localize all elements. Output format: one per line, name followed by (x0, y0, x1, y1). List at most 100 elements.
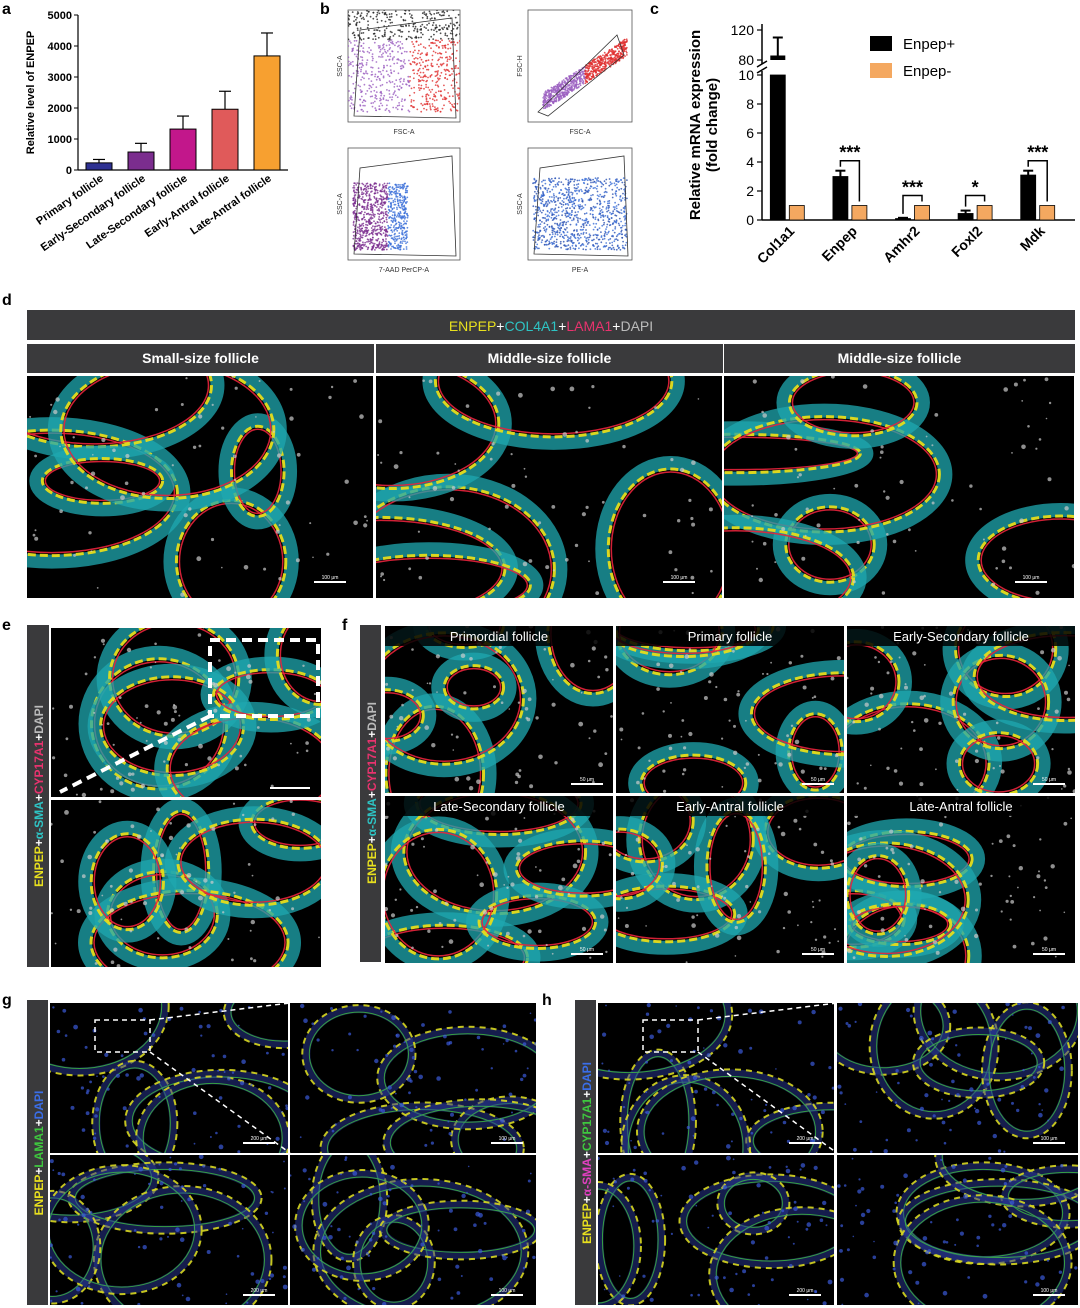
event-dot (392, 106, 395, 109)
event-dot (437, 90, 440, 93)
event-dot (393, 225, 396, 227)
event-dot (420, 36, 422, 39)
event-dot (455, 81, 458, 84)
nucleus (490, 1067, 493, 1070)
event-dot (566, 212, 568, 215)
event-dot (363, 213, 365, 216)
event-dot (458, 97, 460, 100)
event-dot (590, 181, 592, 184)
event-dot (381, 247, 384, 250)
nucleus (668, 746, 673, 751)
event-dot (380, 102, 382, 105)
nucleus (198, 1010, 201, 1014)
bar (253, 55, 281, 171)
event-dot (600, 209, 603, 211)
event-dot (594, 226, 597, 228)
tissue-band (320, 1102, 524, 1153)
event-dot (566, 227, 568, 229)
event-dot (608, 205, 610, 207)
event-dot (388, 93, 391, 95)
event-dot (388, 241, 391, 244)
event-dot (439, 32, 442, 35)
nucleus (312, 556, 314, 559)
nucleus (443, 1034, 447, 1039)
event-dot (587, 76, 590, 79)
event-dot (540, 202, 542, 204)
nucleus (697, 398, 700, 400)
event-dot (614, 227, 617, 230)
event-dot (363, 199, 365, 201)
event-dot (400, 222, 402, 225)
event-dot (611, 53, 613, 56)
nucleus (233, 478, 237, 482)
event-dot (396, 245, 398, 247)
nucleus (781, 527, 786, 531)
nucleus (88, 911, 93, 915)
nucleus (909, 844, 914, 849)
event-dot (615, 221, 618, 224)
event-dot (576, 239, 579, 242)
event-dot (363, 229, 366, 232)
stain-part: + (612, 318, 620, 334)
event-dot (587, 75, 590, 77)
event-dot (568, 188, 570, 191)
event-dot (572, 84, 574, 86)
event-dot (586, 243, 589, 245)
nucleus (685, 961, 688, 963)
nucleus (223, 1071, 226, 1073)
event-dot (603, 55, 606, 57)
nucleus (925, 435, 928, 438)
event-dot (419, 25, 422, 28)
nucleus (1038, 870, 1040, 873)
event-dot (355, 184, 358, 186)
y-axis-label: SSC-A (337, 193, 344, 215)
event-dot (353, 204, 355, 207)
event-dot (368, 87, 371, 90)
event-dot (453, 23, 455, 26)
event-dot (350, 102, 353, 105)
event-dot (362, 232, 365, 235)
event-dot (403, 50, 406, 53)
event-dot (388, 80, 391, 83)
event-dot (434, 51, 437, 54)
nucleus (670, 702, 672, 704)
event-dot (557, 197, 560, 199)
stain-part: LAMA1 (32, 1126, 46, 1168)
event-dot (382, 44, 384, 47)
event-dot (385, 27, 388, 30)
event-dot (393, 207, 395, 209)
event-dot (406, 241, 409, 243)
nucleus (211, 1054, 215, 1058)
nucleus (233, 891, 236, 894)
event-dot (382, 245, 385, 247)
event-dot (424, 47, 427, 49)
event-dot (603, 233, 606, 235)
event-dot (373, 242, 376, 245)
event-dot (565, 210, 568, 212)
nucleus (496, 391, 501, 396)
event-dot (407, 35, 410, 38)
nucleus (732, 649, 735, 653)
event-dot (365, 223, 367, 226)
event-dot (371, 187, 373, 190)
event-dot (384, 240, 387, 243)
event-dot (596, 246, 599, 249)
event-dot (596, 197, 599, 200)
event-dot (455, 74, 457, 76)
event-dot (552, 193, 555, 195)
nucleus (880, 450, 884, 454)
event-dot (395, 186, 398, 189)
nucleus (858, 518, 861, 521)
event-dot (388, 75, 391, 78)
nucleus (181, 1294, 184, 1297)
event-dot (440, 71, 443, 74)
event-dot (587, 241, 590, 244)
event-dot (621, 236, 624, 239)
event-dot (608, 178, 611, 180)
event-dot (431, 54, 434, 57)
event-dot (352, 190, 355, 192)
event-dot (626, 54, 628, 56)
event-dot (359, 248, 361, 250)
event-dot (600, 59, 603, 62)
nucleus (1035, 590, 1040, 595)
